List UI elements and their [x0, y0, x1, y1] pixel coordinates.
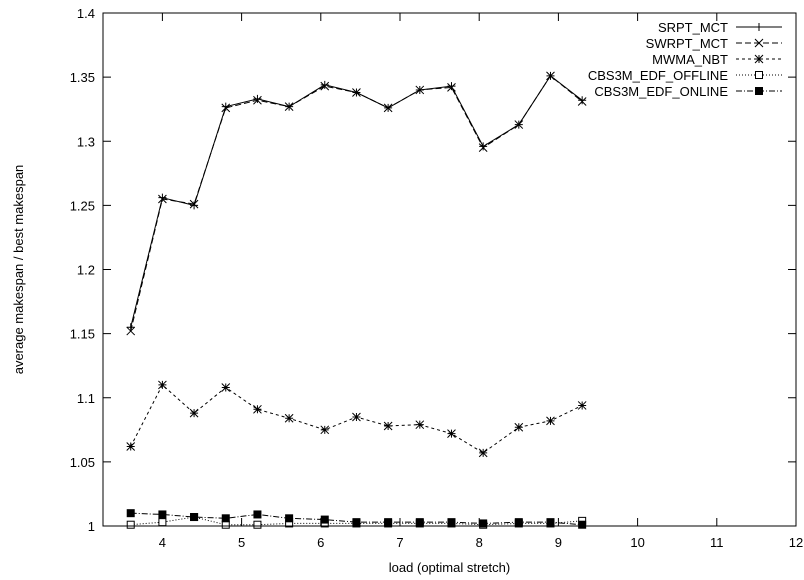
series-line-cbs3m-edf-online	[130, 512, 583, 526]
data-point-mwma-nbt	[546, 416, 555, 426]
data-point-swrpt-mct	[577, 97, 587, 106]
data-point-swrpt-mct	[514, 120, 524, 129]
data-point-mwma-nbt	[189, 408, 199, 418]
data-point-swrpt-mct	[221, 103, 231, 113]
y-tick-label: 1.1	[77, 391, 95, 406]
legend-marker-cbs3m-edf-online	[755, 87, 763, 95]
x-tick-label: 11	[710, 535, 724, 550]
data-point-srpt-mct	[221, 102, 230, 111]
data-point-mwma-nbt	[352, 412, 361, 422]
data-point-srpt-mct	[253, 94, 262, 103]
data-point-srpt-mct	[578, 96, 587, 105]
data-point-cbs3m-edf-online	[221, 514, 230, 523]
data-point-swrpt-mct	[447, 83, 456, 92]
legend-label-cbs3m-edf-offline: CBS3M_EDF_OFFLINE	[588, 68, 728, 83]
data-point-cbs3m-edf-online	[384, 518, 393, 527]
data-point-mwma-nbt	[320, 425, 330, 435]
data-point-swrpt-mct	[253, 95, 262, 105]
data-point-mwma-nbt	[221, 383, 231, 392]
data-point-cbs3m-edf-online	[514, 518, 523, 527]
data-point-srpt-mct	[190, 201, 199, 210]
legend: SRPT_MCTSWRPT_MCTMWMA_NBTCBS3M_EDF_OFFLI…	[588, 20, 782, 99]
y-tick-label: 1.25	[70, 198, 95, 213]
data-point-mwma-nbt	[126, 442, 136, 451]
series-line-srpt-mct	[130, 75, 583, 328]
data-point-cbs3m-edf-online	[190, 513, 199, 522]
data-point-cbs3m-edf-online	[546, 518, 555, 527]
y-axis-label: average makespan / best makespan	[11, 165, 26, 375]
series-mwma-nbt	[126, 380, 587, 458]
legend-marker-mwma-nbt	[754, 54, 764, 64]
y-tick-label: 1.2	[77, 263, 95, 278]
legend-label-swrpt-mct: SWRPT_MCT	[646, 36, 728, 51]
data-point-swrpt-mct	[126, 326, 136, 336]
data-point-cbs3m-edf-offline	[158, 518, 167, 527]
legend-marker-srpt-mct	[755, 23, 763, 31]
data-point-swrpt-mct	[158, 194, 167, 204]
x-tick-label: 6	[317, 535, 324, 550]
data-point-cbs3m-edf-online	[447, 518, 456, 527]
legend-label-cbs3m-edf-online: CBS3M_EDF_ONLINE	[594, 84, 728, 99]
data-point-mwma-nbt	[253, 404, 262, 414]
legend-marker-swrpt-mct	[754, 38, 764, 48]
data-point-cbs3m-edf-online	[415, 518, 424, 527]
x-tick-label: 12	[789, 535, 803, 550]
data-point-swrpt-mct	[352, 88, 361, 97]
data-point-mwma-nbt	[415, 420, 425, 430]
data-point-cbs3m-edf-online	[253, 510, 262, 519]
x-tick-label: 7	[396, 535, 403, 550]
data-point-cbs3m-edf-online	[352, 518, 361, 527]
legend-label-srpt-mct: SRPT_MCT	[658, 20, 728, 35]
data-point-srpt-mct	[320, 80, 329, 89]
x-tick-label: 8	[476, 535, 483, 550]
y-tick-label: 1.4	[77, 6, 95, 21]
x-tick-label: 10	[630, 535, 644, 550]
x-tick-label: 4	[159, 535, 166, 550]
y-tick-label: 1.3	[77, 134, 95, 149]
data-point-cbs3m-edf-offline	[253, 520, 262, 529]
y-tick-label: 1.15	[70, 327, 95, 342]
data-point-mwma-nbt	[284, 413, 294, 423]
data-point-cbs3m-edf-online	[126, 509, 135, 518]
legend-marker-cbs3m-edf-offline	[755, 71, 763, 79]
data-point-cbs3m-edf-online	[285, 514, 294, 523]
y-tick-label: 1.05	[70, 455, 95, 470]
data-point-mwma-nbt	[158, 380, 167, 390]
data-point-swrpt-mct	[415, 85, 425, 95]
data-point-cbs3m-edf-offline	[126, 520, 135, 529]
data-point-srpt-mct	[158, 193, 167, 202]
x-axis-label: load (optimal stretch)	[389, 560, 510, 575]
data-point-srpt-mct	[479, 142, 488, 151]
plot-frame	[102, 12, 797, 527]
data-point-swrpt-mct	[320, 81, 330, 91]
data-point-mwma-nbt	[478, 448, 488, 458]
series-layer	[126, 71, 587, 529]
data-point-mwma-nbt	[383, 421, 393, 431]
data-point-swrpt-mct	[478, 143, 488, 153]
y-tick-label: 1	[88, 519, 95, 534]
x-tick-label: 9	[555, 535, 562, 550]
data-point-cbs3m-edf-online	[578, 520, 587, 529]
x-tick-label: 5	[238, 535, 245, 550]
data-point-swrpt-mct	[284, 102, 294, 111]
data-point-mwma-nbt	[514, 422, 524, 432]
series-cbs3m-edf-online	[126, 509, 587, 529]
series-line-swrpt-mct	[130, 75, 583, 332]
data-point-cbs3m-edf-online	[158, 510, 167, 519]
series-swrpt-mct	[126, 71, 587, 336]
data-point-mwma-nbt	[577, 401, 587, 410]
data-point-swrpt-mct	[546, 71, 555, 81]
data-point-cbs3m-edf-online	[479, 519, 488, 528]
legend-label-mwma-nbt: MWMA_NBT	[652, 52, 728, 67]
data-point-srpt-mct	[447, 82, 456, 91]
data-point-cbs3m-edf-online	[320, 515, 329, 524]
y-tick-label: 1.35	[70, 70, 95, 85]
data-point-swrpt-mct	[383, 103, 393, 113]
series-srpt-mct	[126, 71, 587, 332]
data-point-mwma-nbt	[447, 429, 456, 439]
data-point-swrpt-mct	[189, 199, 199, 209]
